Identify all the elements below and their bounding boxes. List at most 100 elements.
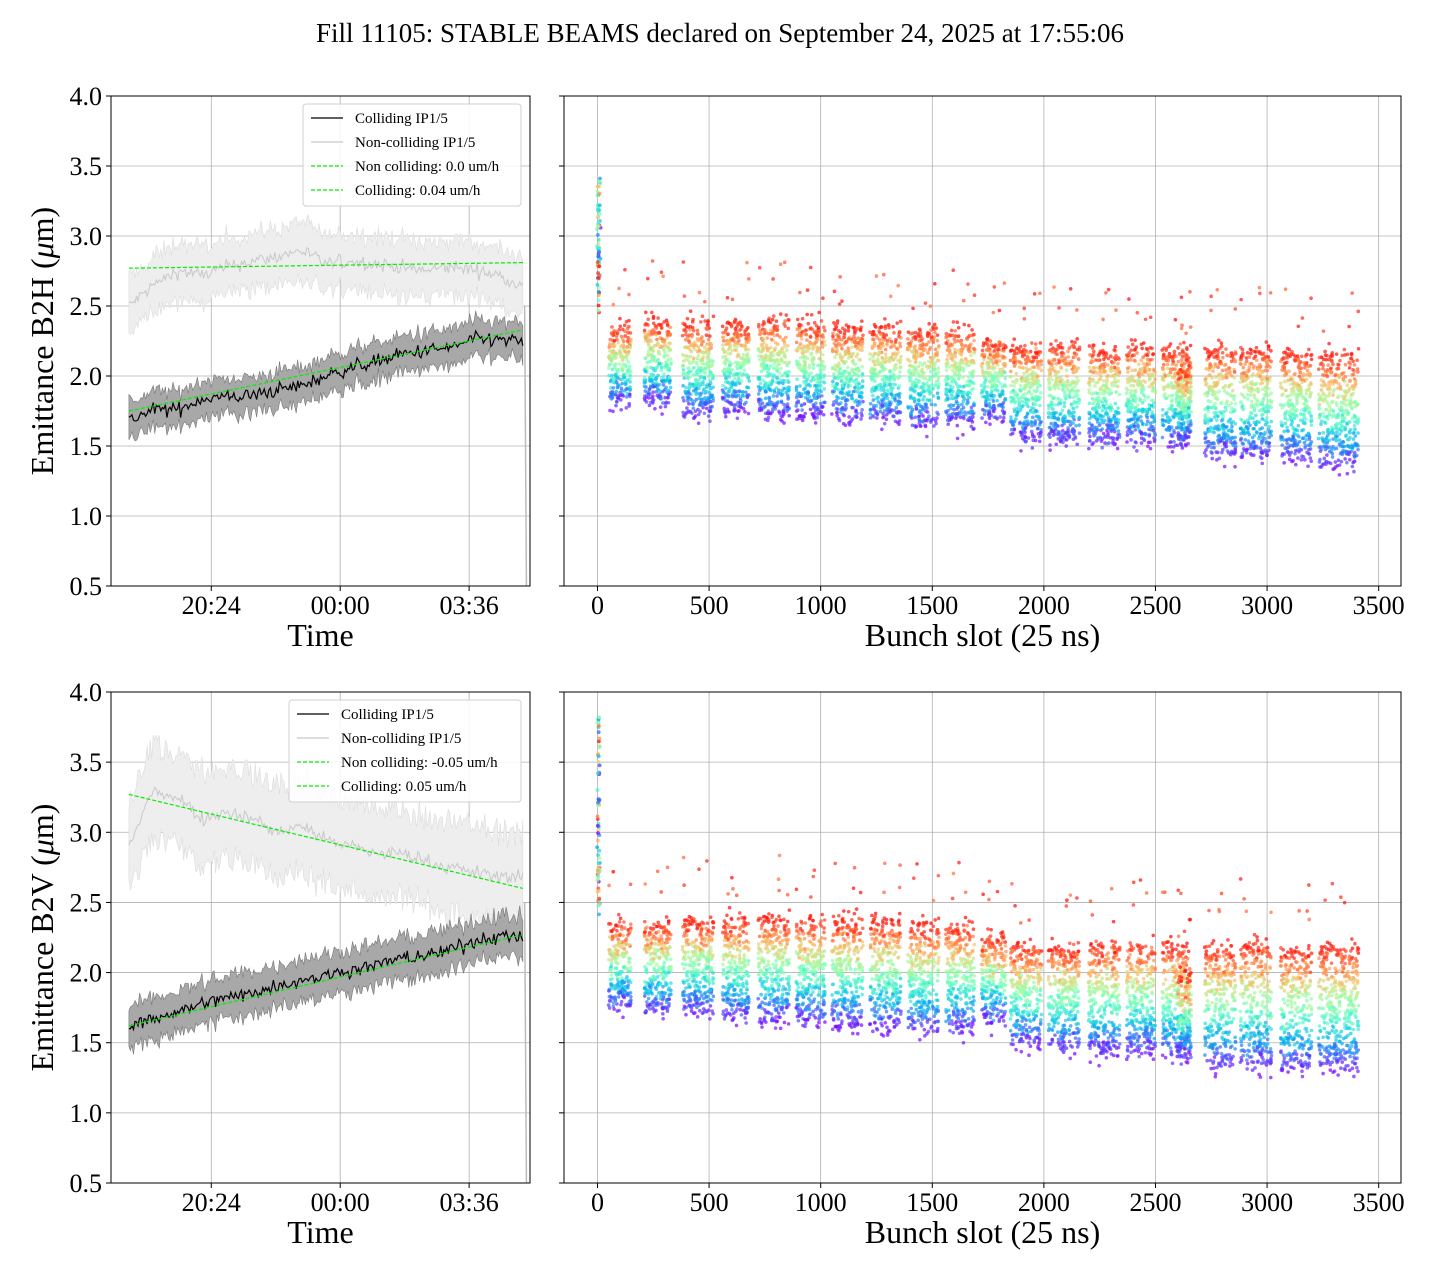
bunch-point	[1115, 372, 1120, 377]
bunch-point	[1011, 423, 1016, 427]
bunch-point	[1117, 432, 1122, 437]
bunch-point	[1143, 380, 1147, 384]
bunch-point	[711, 373, 716, 378]
bunch-point	[628, 373, 632, 378]
bunch-point	[691, 328, 696, 333]
bunch-point	[987, 397, 991, 402]
bunch-point	[1182, 420, 1186, 425]
bunch-point	[925, 410, 930, 414]
bunch-point	[1174, 400, 1178, 404]
bunch-point	[778, 417, 783, 422]
bunch-point	[1103, 406, 1108, 411]
bunch-point	[610, 390, 615, 395]
bunch-point	[819, 404, 824, 409]
bunch-point	[1139, 383, 1144, 388]
bunch-point	[847, 415, 851, 419]
bunch-point	[721, 343, 725, 347]
bunch-point	[648, 359, 652, 364]
bunch-point	[1095, 365, 1099, 370]
bunch-point	[946, 422, 951, 426]
bunch-point	[726, 366, 731, 370]
bunch-point	[893, 398, 898, 403]
bunch-point	[1099, 439, 1104, 443]
bunch-point	[816, 384, 820, 389]
bunch-point	[836, 328, 841, 333]
bunch-point	[1087, 401, 1092, 406]
bunch-point	[873, 351, 877, 356]
bunch-point	[883, 367, 888, 371]
bunch-point	[779, 366, 783, 371]
bunch-point	[611, 409, 615, 414]
bunch-point	[643, 389, 648, 393]
bunch-point	[959, 357, 964, 362]
bunch-point	[742, 344, 747, 349]
bunch-point	[643, 310, 648, 315]
bunch-point	[817, 381, 822, 385]
bunch-outlier-point	[1057, 306, 1061, 310]
bunch-point	[845, 339, 849, 344]
bunch-point	[948, 343, 952, 348]
bunch-point	[917, 339, 922, 343]
bunch-point	[706, 353, 710, 358]
bunch-point	[1012, 384, 1016, 388]
bunch-point	[980, 369, 985, 373]
bunch-point	[664, 360, 668, 364]
bunch-point	[912, 380, 917, 385]
bunch-point	[1106, 363, 1110, 367]
bunch-point	[820, 341, 824, 346]
bunch-point	[1113, 380, 1118, 384]
pilot-bunch-point	[595, 227, 600, 232]
bunch-point	[1095, 435, 1100, 440]
bunch-outlier-point	[771, 277, 775, 281]
bunch-point	[932, 424, 936, 428]
bunch-point	[728, 371, 733, 375]
bunch-point	[776, 381, 781, 385]
bunch-point	[1132, 358, 1137, 363]
bunch-point	[809, 313, 814, 317]
bunch-point	[832, 327, 837, 332]
bunch-point	[1183, 404, 1187, 408]
bunch-point	[897, 334, 901, 339]
bunch-point	[969, 405, 974, 410]
bunch-point	[1134, 440, 1138, 445]
bunch-point	[760, 401, 765, 406]
bunch-point	[1170, 362, 1175, 367]
bunch-outlier-point	[997, 308, 1002, 313]
bunch-point	[986, 344, 991, 349]
bunch-point	[887, 356, 892, 360]
bunch-point	[705, 398, 710, 403]
bunch-point	[764, 343, 769, 348]
bunch-point	[951, 333, 955, 338]
bunch-point	[991, 399, 996, 403]
bunch-point	[771, 394, 776, 398]
bunch-point	[951, 403, 956, 408]
bunch-point	[820, 332, 825, 337]
bunch-point	[1028, 385, 1032, 390]
bunch-point	[769, 380, 774, 385]
bunch-point	[871, 359, 875, 364]
bunch-point	[1188, 343, 1193, 348]
legend-label: Colliding IP1/5	[355, 111, 448, 127]
bunch-point	[1094, 425, 1099, 430]
bunch-point	[1187, 359, 1191, 364]
bunch-point	[1107, 405, 1111, 410]
bunch-point	[1114, 418, 1119, 422]
y-axis-label-mu: μ	[24, 242, 60, 259]
bunch-point	[687, 338, 691, 343]
bunch-point	[897, 401, 902, 406]
bunch-point	[928, 375, 932, 379]
bunch-point	[1165, 366, 1170, 371]
bunch-point	[779, 393, 784, 398]
bunch-point	[909, 339, 914, 343]
bunch-point	[1063, 392, 1067, 397]
bunch-point	[1161, 362, 1166, 367]
bunch-point	[1093, 432, 1097, 436]
bunch-point	[809, 398, 814, 403]
bunch-point	[871, 393, 875, 398]
bunch-point	[691, 342, 695, 346]
bunch-point	[882, 409, 887, 413]
bunch-point	[897, 395, 902, 400]
bunch-point	[966, 390, 971, 395]
bunch-point	[984, 378, 988, 382]
bunch-point	[1100, 366, 1105, 371]
